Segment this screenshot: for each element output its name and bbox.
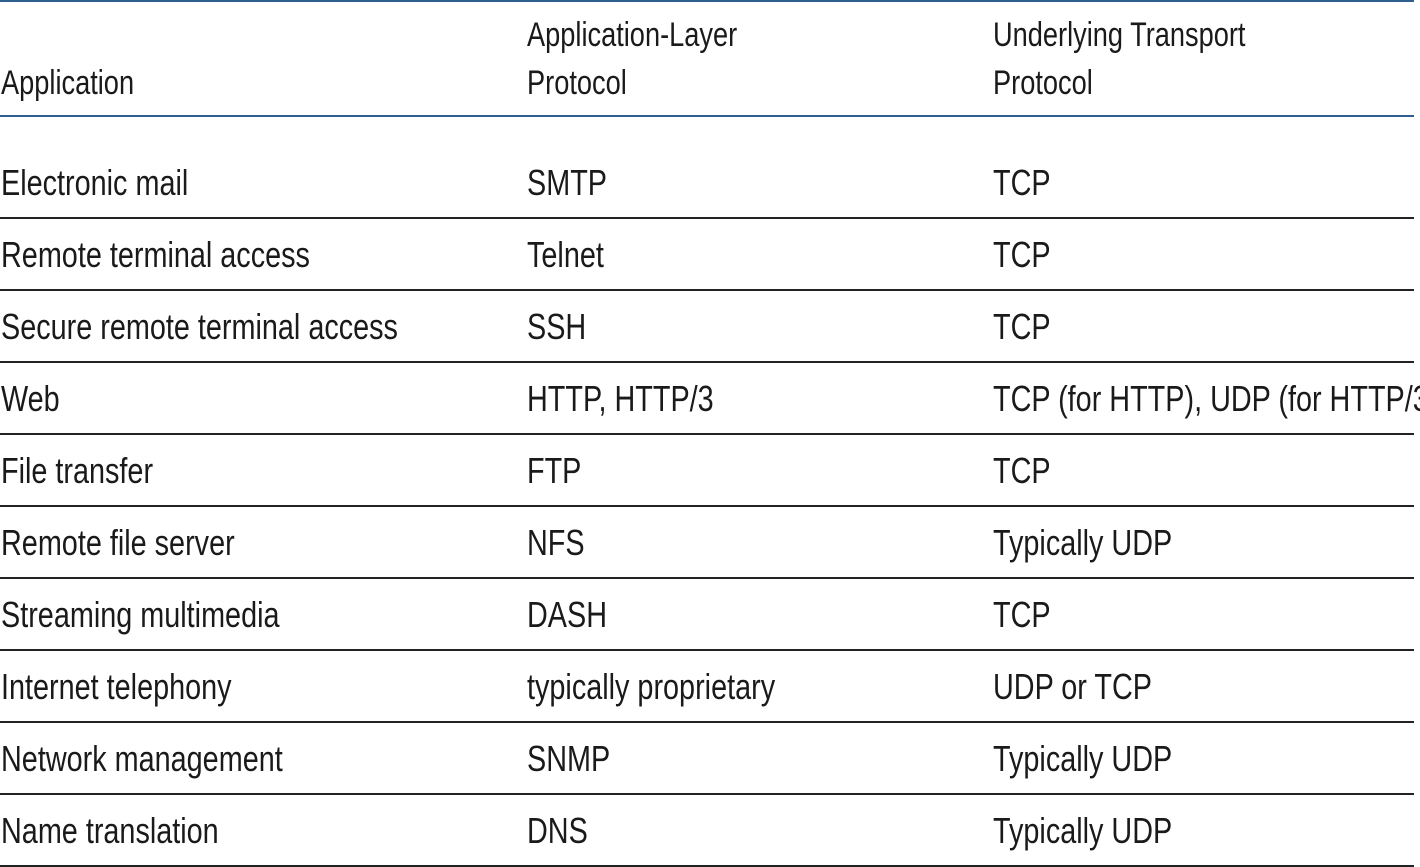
cell-transport-protocol: TCP [993, 162, 1051, 203]
header-app-layer-protocol: Application-Layer Protocol [527, 11, 737, 107]
table-header: Application Application-Layer Protocol U… [0, 2, 1414, 117]
table-row: File transfer FTP TCP [0, 435, 1414, 507]
cell-application: Streaming multimedia [1, 594, 280, 635]
cell-transport-protocol: TCP [993, 450, 1051, 491]
cell-application: File transfer [1, 450, 154, 491]
cell-transport-protocol: UDP or TCP [993, 666, 1152, 707]
cell-application: Web [1, 378, 60, 419]
header-transport-protocol: Underlying Transport Protocol [993, 11, 1245, 107]
cell-transport-protocol: Typically UDP [993, 738, 1173, 779]
cell-application: Remote terminal access [1, 234, 310, 275]
table-row: Network management SNMP Typically UDP [0, 723, 1414, 795]
table-row: Electronic mail SMTP TCP [0, 117, 1414, 219]
table-row: Internet telephony typically proprietary… [0, 651, 1414, 723]
cell-app-protocol: FTP [527, 450, 582, 491]
table-row: Name translation DNS Typically UDP [0, 795, 1414, 867]
table-top-rule [0, 0, 1414, 2]
cell-transport-protocol: TCP [993, 306, 1051, 347]
cell-app-protocol: DNS [527, 810, 588, 851]
cell-app-protocol: Telnet [527, 234, 604, 275]
cell-application: Electronic mail [1, 162, 189, 203]
table-row: Remote terminal access Telnet TCP [0, 219, 1414, 291]
cell-app-protocol: DASH [527, 594, 608, 635]
cell-application: Name translation [1, 810, 219, 851]
cell-transport-protocol: Typically UDP [993, 810, 1173, 851]
header-transport-protocol-line-2: Protocol [993, 64, 1093, 102]
cell-transport-protocol: TCP [993, 594, 1051, 635]
cell-transport-protocol: TCP (for HTTP), UDP (for HTTP/3) [993, 378, 1420, 419]
table-row: Web HTTP, HTTP/3 TCP (for HTTP), UDP (fo… [0, 363, 1420, 435]
cell-app-protocol: typically proprietary [527, 666, 776, 707]
cell-app-protocol: SSH [527, 306, 587, 347]
cell-application: Internet telephony [1, 666, 232, 707]
cell-application: Remote file server [1, 522, 235, 563]
cell-app-protocol: HTTP, HTTP/3 [527, 378, 714, 419]
table-row: Streaming multimedia DASH TCP [0, 579, 1414, 651]
header-app-layer-protocol-line-2: Protocol [527, 64, 627, 102]
cell-app-protocol: NFS [527, 522, 585, 563]
header-app-layer-protocol-line-1: Application-Layer [527, 16, 738, 54]
header-application-line-1: Application [1, 64, 135, 102]
table-row: Secure remote terminal access SSH TCP [0, 291, 1414, 363]
cell-application: Network management [1, 738, 283, 779]
cell-app-protocol: SMTP [527, 162, 608, 203]
cell-application: Secure remote terminal access [1, 306, 398, 347]
cell-app-protocol: SNMP [527, 738, 611, 779]
cell-transport-protocol: Typically UDP [993, 522, 1173, 563]
cell-transport-protocol: TCP [993, 234, 1051, 275]
table-row: Remote file server NFS Typically UDP [0, 507, 1414, 579]
header-application: Application [1, 59, 134, 107]
header-transport-protocol-line-1: Underlying Transport [993, 16, 1246, 54]
